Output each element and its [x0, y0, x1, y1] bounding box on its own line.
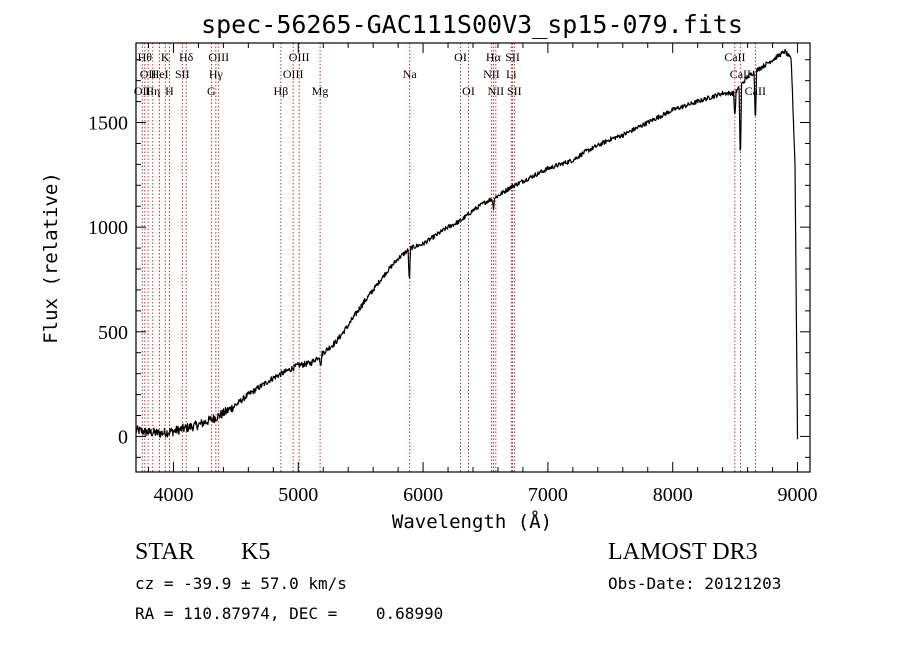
line-label-20: Hα [486, 50, 502, 64]
x-tick-label: 4000 [153, 484, 193, 506]
y-tick-label: 1000 [88, 217, 128, 239]
line-label-19: NII [483, 67, 500, 81]
line-label-13: OIII [283, 67, 304, 81]
line-label-2: OII [140, 67, 157, 81]
line-label-4: HeI [151, 67, 169, 81]
plot-frame [135, 42, 811, 473]
line-label-24: SII [507, 84, 522, 98]
line-label-15: Mg [312, 84, 329, 98]
line-label-7: SII [175, 67, 190, 81]
line-label-10: Hγ [209, 67, 224, 81]
line-label-18: OI [462, 84, 475, 98]
line-label-27: CaII [745, 84, 766, 98]
x-axis-title: Wavelength (Å) [392, 510, 552, 533]
line-label-0: OII [134, 84, 151, 98]
x-tick-label: 5000 [278, 484, 318, 506]
y-tick-label: 0 [118, 426, 128, 448]
line-label-23: SII [505, 50, 520, 64]
x-tick-label: 7000 [528, 484, 568, 506]
info-panel: STAR K5 LAMOST DR3 cz = -39.9 ± 57.0 km/… [135, 539, 781, 623]
sky-coordinates: RA = 110.87974, DEC = 0.68990 [135, 604, 443, 623]
y-axis-title: Flux (relative) [40, 172, 62, 344]
line-label-14: OIII [289, 50, 310, 64]
line-label-1: Hθ [138, 50, 153, 64]
y-axis-ticks: 0 500 1000 1500 [88, 59, 810, 458]
x-axis-ticks: 4000 5000 6000 7000 8000 9000 [147, 43, 818, 506]
line-label-17: OI [454, 50, 467, 64]
plot-area: OIIHθOIIHηHeIKHSIIHδGHγOIIIHβOIIIOIIIMgN… [88, 42, 818, 506]
spectrum-line [135, 48, 799, 440]
survey-name: LAMOST DR3 [608, 539, 758, 565]
line-label-6: H [165, 84, 174, 98]
x-tick-label: 6000 [403, 484, 443, 506]
object-subclass: K5 [241, 539, 270, 565]
redshift-cz: cz = -39.9 ± 57.0 km/s [135, 574, 347, 593]
line-label-25: CaII [724, 50, 745, 64]
y-tick-label: 1500 [88, 113, 128, 135]
x-tick-label: 8000 [653, 484, 693, 506]
line-label-9: G [207, 84, 216, 98]
line-label-3: Hη [145, 84, 160, 98]
x-tick-label: 9000 [778, 484, 818, 506]
y-tick-label: 500 [98, 322, 128, 344]
line-label-8: Hδ [179, 50, 194, 64]
line-label-5: K [161, 50, 170, 64]
line-label-21: NII [488, 84, 505, 98]
line-label-16: Na [403, 67, 418, 81]
observation-date: Obs-Date: 20121203 [608, 574, 781, 593]
plot-title: spec-56265-GAC111S00V3_sp15-079.fits [201, 10, 743, 39]
spectral-line-markers [141, 43, 756, 472]
spectral-line-labels: OIIHθOIIHηHeIKHSIIHδGHγOIIIHβOIIIOIIIMgN… [134, 50, 766, 98]
line-label-26: CaII [730, 67, 751, 81]
line-label-11: OIII [208, 50, 229, 64]
line-label-22: Li [506, 67, 517, 81]
object-class: STAR [135, 539, 194, 565]
line-label-12: Hβ [274, 84, 289, 98]
